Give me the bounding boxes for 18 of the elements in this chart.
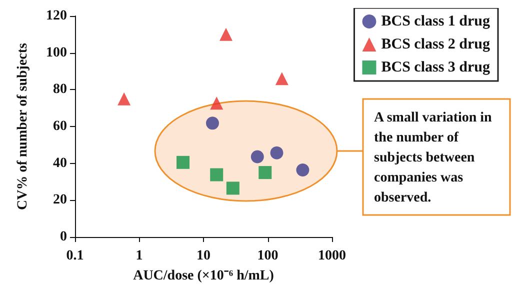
x-axis-title: AUC/dose (×10⁻⁶ h/mL)	[133, 268, 274, 284]
y-tick-label: 120	[46, 8, 67, 24]
legend-label: BCS class 3 drug	[381, 60, 490, 76]
legend-label: BCS class 1 drug	[381, 14, 490, 30]
x-tick-label: 1000	[318, 248, 346, 264]
x-tick-label: 0.1	[66, 248, 84, 264]
y-axis-title: CV% of number of subjects	[16, 42, 30, 210]
legend-label: BCS class 2 drug	[381, 36, 490, 52]
x-tick-label: 1	[136, 248, 143, 264]
y-tick-label: 60	[53, 119, 67, 134]
y-tick-label: 80	[53, 82, 67, 98]
y-tick-label: 100	[46, 45, 67, 60]
x-tick-label: 10	[196, 248, 210, 264]
text: A small variation in the number of subjects between companies was observed.	[374, 110, 496, 206]
y-tick-label: 40	[53, 156, 67, 171]
x-tick-label: 100	[257, 248, 278, 264]
y-tick-label: 0	[60, 230, 67, 244]
y-tick-label: 20	[53, 192, 67, 208]
